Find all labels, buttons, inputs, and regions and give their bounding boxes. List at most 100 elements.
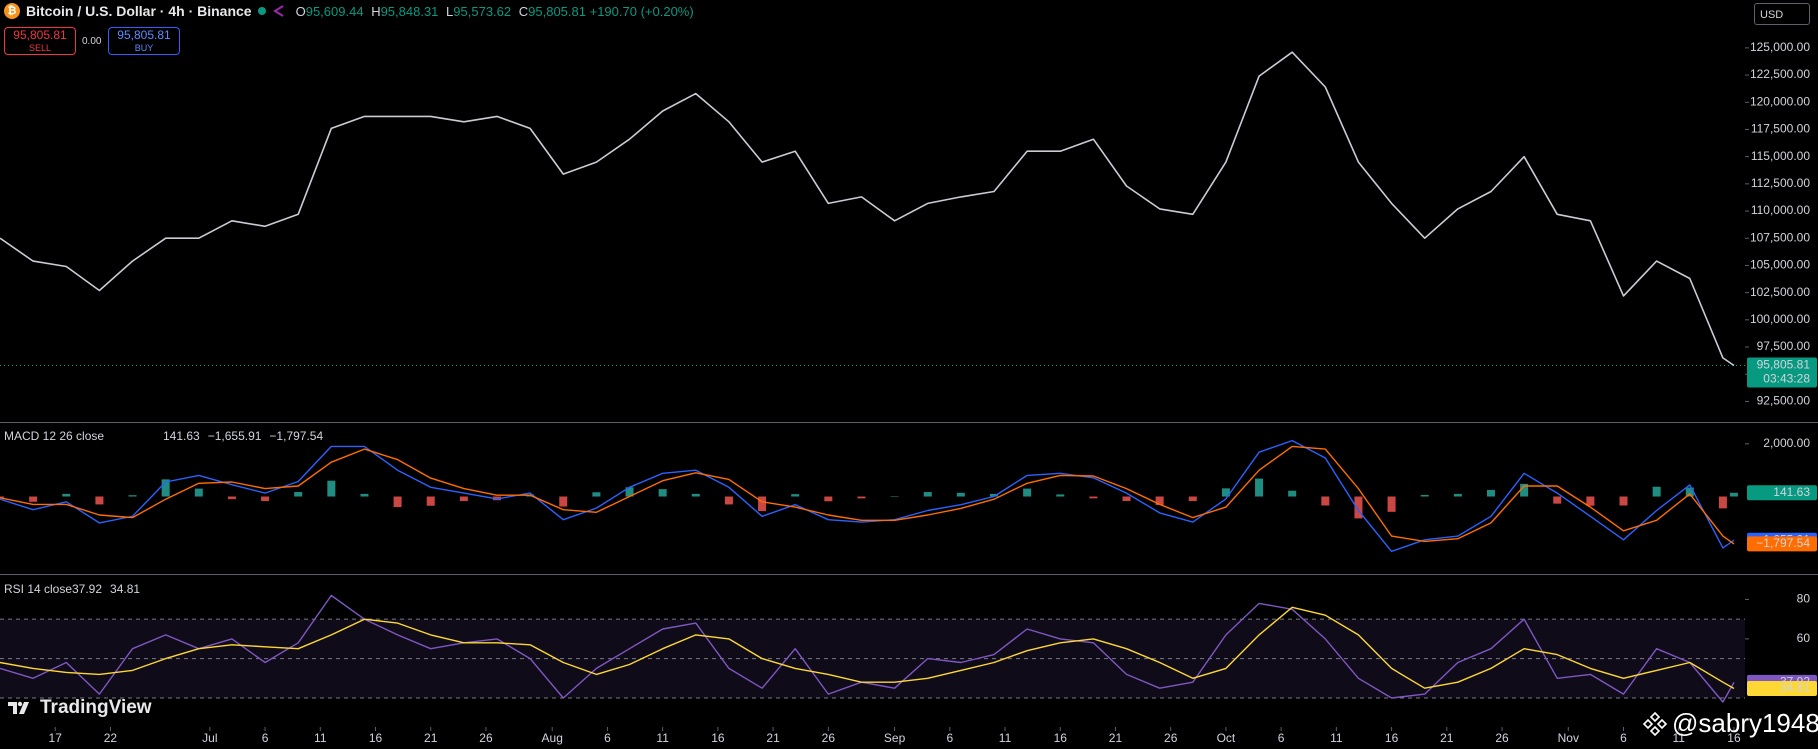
histogram-bar (559, 496, 568, 507)
watermark-icon (1642, 711, 1668, 736)
y-tick-label: 92,500.00 (1757, 394, 1811, 408)
branding: TradingView (8, 697, 152, 719)
currency-select[interactable]: USD (1754, 3, 1810, 25)
x-tick-label: 16 (369, 731, 383, 745)
histogram-bar (625, 487, 634, 497)
watermark: @sabry1948 (1642, 708, 1818, 739)
sell-label: SELL (28, 43, 52, 53)
rsi-title: RSI 14 close (4, 582, 72, 596)
histogram-bar (724, 496, 733, 505)
histogram-bar (1486, 489, 1495, 497)
replay-icon[interactable] (272, 4, 286, 18)
ohlc-value: 95,848.31 (380, 3, 439, 19)
histogram-bar (95, 496, 104, 505)
x-tick-label: Jul (202, 731, 217, 745)
histogram-bar (857, 496, 866, 499)
histogram-bar (956, 492, 965, 497)
histogram-bar (592, 492, 601, 497)
histogram-bar (62, 493, 71, 497)
ohlc-key: H (371, 3, 381, 19)
series-line (0, 51, 1735, 367)
histogram-bar (1155, 496, 1164, 505)
x-tick-label: Aug (542, 731, 563, 745)
price-change: +190.70 (+0.20%) (589, 3, 694, 19)
sell-button[interactable]: 95,805.81 SELL (4, 27, 76, 55)
y-tick-label: 97,500.00 (1757, 339, 1811, 353)
x-tick-label: 6 (946, 731, 953, 745)
macd-title: MACD 12 26 close (4, 429, 104, 443)
x-tick-label: 6 (1620, 731, 1627, 745)
sell-price: 95,805.81 (13, 28, 67, 42)
histogram-bar (426, 496, 435, 506)
ohlc-value: 95,805.81 (528, 3, 586, 19)
x-tick-label: 26 (1495, 731, 1509, 745)
y-tick-label: 102,500.00 (1750, 285, 1810, 299)
histogram-bar (1321, 496, 1330, 506)
histogram-bar (1387, 496, 1396, 512)
x-tick-label: 6 (1278, 731, 1285, 745)
spread: 0.00 (82, 36, 102, 47)
histogram-bar (1089, 496, 1098, 499)
histogram-bar (294, 492, 303, 497)
x-tick-label: 16 (1054, 731, 1068, 745)
ohlc: O95,609.44 H95,848.31 L95,573.62 C95,805… (292, 4, 694, 19)
y-tick-label: 80 (1797, 592, 1811, 606)
value-badge-label: −1,797.54 (1756, 536, 1810, 550)
histogram-bar (1520, 483, 1529, 497)
value-badge (1747, 357, 1817, 388)
x-tick-label: 11 (1672, 731, 1685, 745)
y-tick-label: 2,000.00 (1763, 436, 1810, 450)
x-tick-label: 21 (1440, 731, 1454, 745)
value-badge-label: 34.81 (1780, 681, 1810, 695)
histogram-bar (1729, 492, 1738, 497)
series-line (0, 445, 1735, 545)
histogram-bar (1453, 493, 1462, 497)
series-line (0, 606, 1735, 690)
histogram-bar (1420, 494, 1429, 497)
x-tick-label: Sep (884, 731, 906, 745)
histogram-bar (989, 493, 998, 497)
histogram-bar (1586, 496, 1595, 506)
histogram-bar (393, 496, 402, 508)
histogram-bar (791, 494, 800, 497)
x-tick-label: 22 (104, 731, 118, 745)
x-tick-label: 16 (1727, 731, 1741, 745)
histogram-bar (1122, 496, 1131, 502)
x-tick-label: 11 (314, 731, 327, 745)
y-tick-label: 122,500.00 (1750, 67, 1810, 81)
symbol-header: ₿ Bitcoin / U.S. Dollar · 4h · Binance O… (4, 3, 694, 19)
x-tick-label: 6 (262, 731, 269, 745)
x-tick-label: 21 (1109, 731, 1123, 745)
value-badge (1747, 536, 1817, 552)
histogram-bar (327, 480, 336, 497)
histogram-bar (261, 496, 270, 502)
x-tick-label: 16 (711, 731, 725, 745)
histogram-bar (1685, 487, 1694, 497)
x-tick-label: 26 (1164, 731, 1178, 745)
histogram-bar (923, 492, 932, 497)
x-tick-label: 11 (999, 731, 1012, 745)
x-tick-label: 11 (1330, 731, 1343, 745)
x-tick-label: 16 (1385, 731, 1399, 745)
histogram-bar (758, 496, 767, 512)
y-tick-label: 110,000.00 (1751, 203, 1810, 217)
histogram-bar (1718, 496, 1727, 509)
x-tick-label: 21 (766, 731, 780, 745)
ohlc-value: 95,609.44 (305, 3, 364, 19)
y-tick-label: 100,000.00 (1750, 312, 1810, 326)
x-tick-label: Oct (1217, 731, 1236, 745)
value-badge (1747, 485, 1817, 501)
x-tick-label: Nov (1558, 731, 1579, 745)
histogram-bar (1354, 496, 1363, 519)
legend-value: −1,797.54 (269, 429, 323, 443)
symbol-title: Bitcoin / U.S. Dollar · 4h · Binance (26, 3, 252, 19)
histogram-bar (360, 493, 369, 497)
x-tick-label: 26 (822, 731, 836, 745)
histogram-bar (1553, 496, 1562, 504)
legend-value: 37.92 (72, 582, 102, 596)
buy-button[interactable]: 95,805.81 BUY (108, 27, 180, 55)
histogram-bar (227, 496, 236, 500)
